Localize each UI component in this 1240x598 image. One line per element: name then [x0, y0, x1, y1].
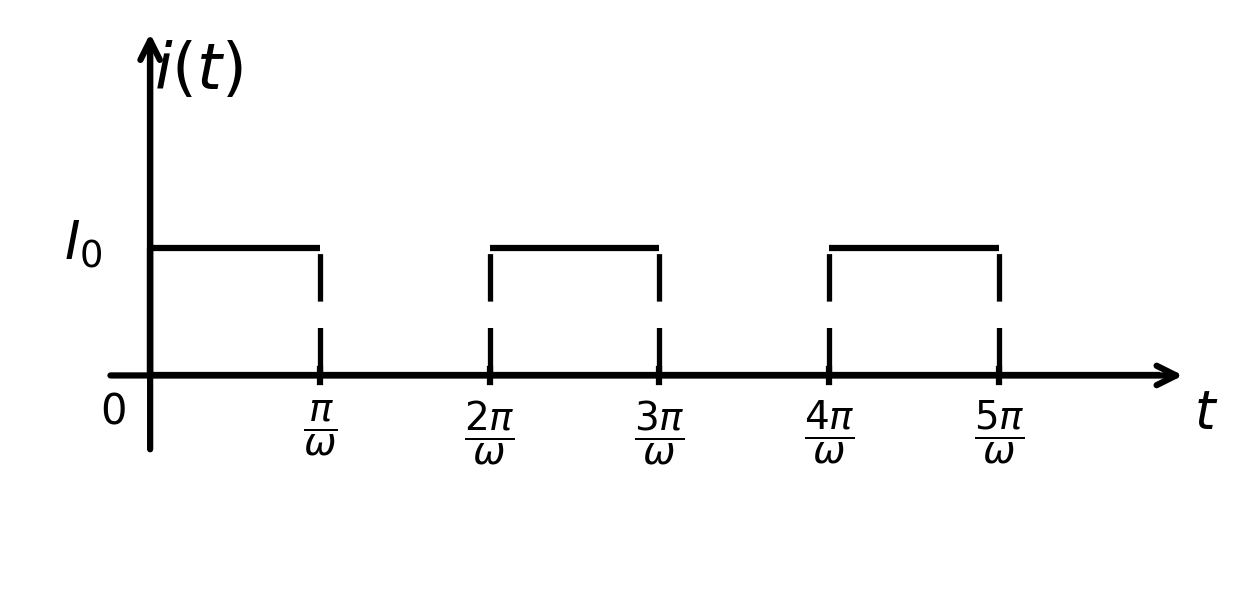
Text: $i(t)$: $i(t)$ — [154, 41, 243, 102]
Text: $0$: $0$ — [100, 390, 125, 433]
Text: $I_0$: $I_0$ — [64, 219, 103, 271]
Text: $\dfrac{5\pi}{\omega}$: $\dfrac{5\pi}{\omega}$ — [973, 398, 1024, 466]
Text: $\dfrac{4\pi}{\omega}$: $\dfrac{4\pi}{\omega}$ — [804, 398, 854, 466]
Text: $\dfrac{2\pi}{\omega}$: $\dfrac{2\pi}{\omega}$ — [464, 398, 515, 466]
Text: $\dfrac{3\pi}{\omega}$: $\dfrac{3\pi}{\omega}$ — [634, 398, 684, 466]
Text: $\dfrac{\pi}{\omega}$: $\dfrac{\pi}{\omega}$ — [303, 398, 337, 457]
Text: $t$: $t$ — [1194, 388, 1219, 439]
